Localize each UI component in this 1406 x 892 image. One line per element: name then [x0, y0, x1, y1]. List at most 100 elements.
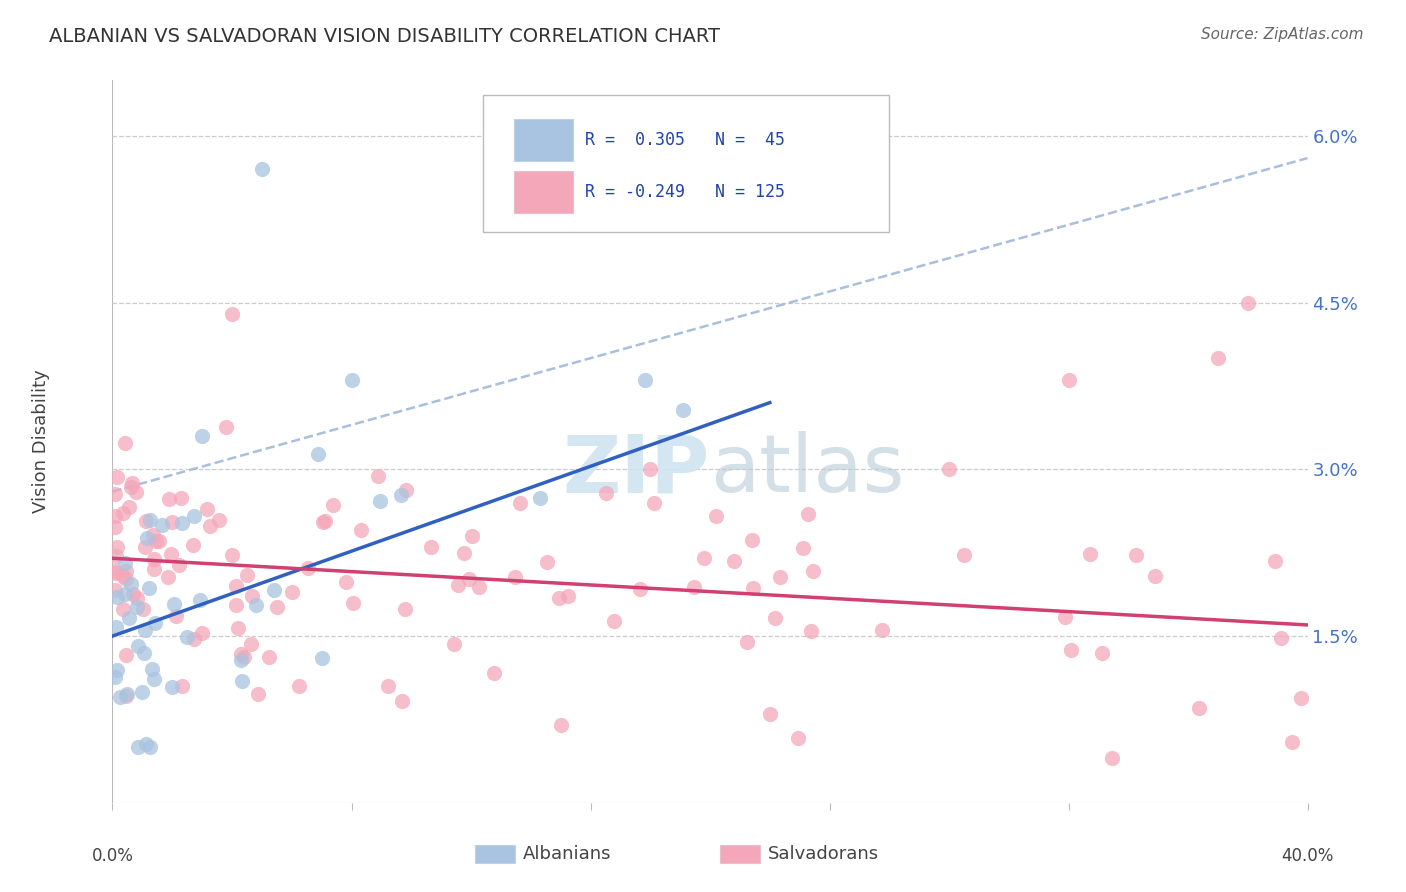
Point — [226, 621, 249, 635]
Point — [159, 547, 181, 561]
Point — [157, 491, 180, 506]
Point — [1237, 295, 1260, 310]
Point — [1144, 569, 1167, 583]
FancyBboxPatch shape — [515, 119, 572, 161]
Text: atlas: atlas — [710, 432, 904, 509]
Point — [127, 740, 149, 755]
Point — [797, 507, 820, 521]
Point — [114, 435, 136, 450]
Point — [350, 523, 373, 537]
Point — [759, 706, 782, 721]
Point — [132, 646, 155, 660]
Point — [143, 552, 166, 566]
Point — [800, 624, 823, 638]
Point — [162, 597, 184, 611]
Text: ALBANIAN VS SALVADORAN VISION DISABILITY CORRELATION CHART: ALBANIAN VS SALVADORAN VISION DISABILITY… — [49, 27, 720, 45]
Point — [683, 580, 706, 594]
Point — [1270, 632, 1292, 646]
Point — [391, 694, 413, 708]
Point — [105, 663, 128, 677]
Point — [135, 514, 157, 528]
Point — [367, 468, 389, 483]
Point — [125, 484, 148, 499]
Point — [131, 602, 153, 616]
Point — [208, 513, 231, 527]
Point — [394, 602, 416, 616]
FancyBboxPatch shape — [720, 845, 761, 863]
Point — [312, 515, 335, 529]
Point — [120, 480, 142, 494]
Point — [143, 562, 166, 576]
Point — [1060, 642, 1083, 657]
Point — [118, 500, 141, 514]
Point — [134, 540, 156, 554]
Text: 40.0%: 40.0% — [1281, 847, 1334, 865]
Point — [134, 623, 156, 637]
Point — [370, 494, 392, 508]
Point — [104, 566, 127, 580]
Point — [321, 499, 343, 513]
Point — [191, 429, 214, 443]
Point — [335, 575, 357, 590]
Point — [215, 420, 238, 434]
Point — [1264, 554, 1286, 568]
Point — [672, 402, 695, 417]
Point — [1188, 701, 1211, 715]
Point — [141, 662, 163, 676]
Point — [280, 585, 302, 599]
Point — [640, 462, 662, 476]
Point — [742, 581, 765, 595]
Point — [160, 681, 183, 695]
Point — [870, 623, 893, 637]
Point — [118, 611, 141, 625]
Point — [165, 608, 187, 623]
Point — [236, 567, 259, 582]
Point — [1281, 735, 1303, 749]
Point — [548, 591, 571, 606]
Point — [114, 587, 136, 601]
Point — [503, 569, 526, 583]
Point — [183, 632, 205, 646]
Point — [172, 679, 194, 693]
Point — [693, 550, 716, 565]
Point — [453, 546, 475, 560]
Point — [167, 558, 190, 573]
Point — [1091, 646, 1114, 660]
Point — [938, 462, 960, 476]
Text: Vision Disability: Vision Disability — [32, 369, 49, 514]
Point — [181, 537, 204, 551]
Point — [1053, 610, 1076, 624]
Text: R =  0.305   N =  45: R = 0.305 N = 45 — [585, 130, 785, 149]
Point — [108, 690, 131, 705]
Point — [225, 579, 247, 593]
Point — [225, 598, 247, 612]
Point — [792, 541, 814, 555]
Point — [1101, 751, 1123, 765]
Point — [104, 486, 127, 500]
Point — [105, 470, 128, 484]
Point — [190, 625, 212, 640]
Text: 0.0%: 0.0% — [91, 847, 134, 865]
Point — [125, 600, 148, 615]
Point — [603, 615, 626, 629]
Point — [195, 502, 218, 516]
Point — [139, 512, 162, 526]
Point — [529, 491, 551, 505]
Point — [121, 476, 143, 491]
Point — [1057, 373, 1080, 387]
Point — [138, 581, 160, 595]
Point — [557, 589, 579, 603]
Point — [136, 531, 159, 545]
Point — [233, 650, 256, 665]
Point — [257, 649, 280, 664]
Point — [150, 517, 173, 532]
Point — [550, 718, 572, 732]
Point — [484, 666, 506, 681]
Point — [246, 687, 269, 701]
Text: Albanians: Albanians — [523, 845, 610, 863]
Point — [266, 599, 288, 614]
Point — [127, 591, 149, 605]
Point — [105, 620, 128, 634]
Point — [263, 583, 285, 598]
Point — [1206, 351, 1229, 366]
